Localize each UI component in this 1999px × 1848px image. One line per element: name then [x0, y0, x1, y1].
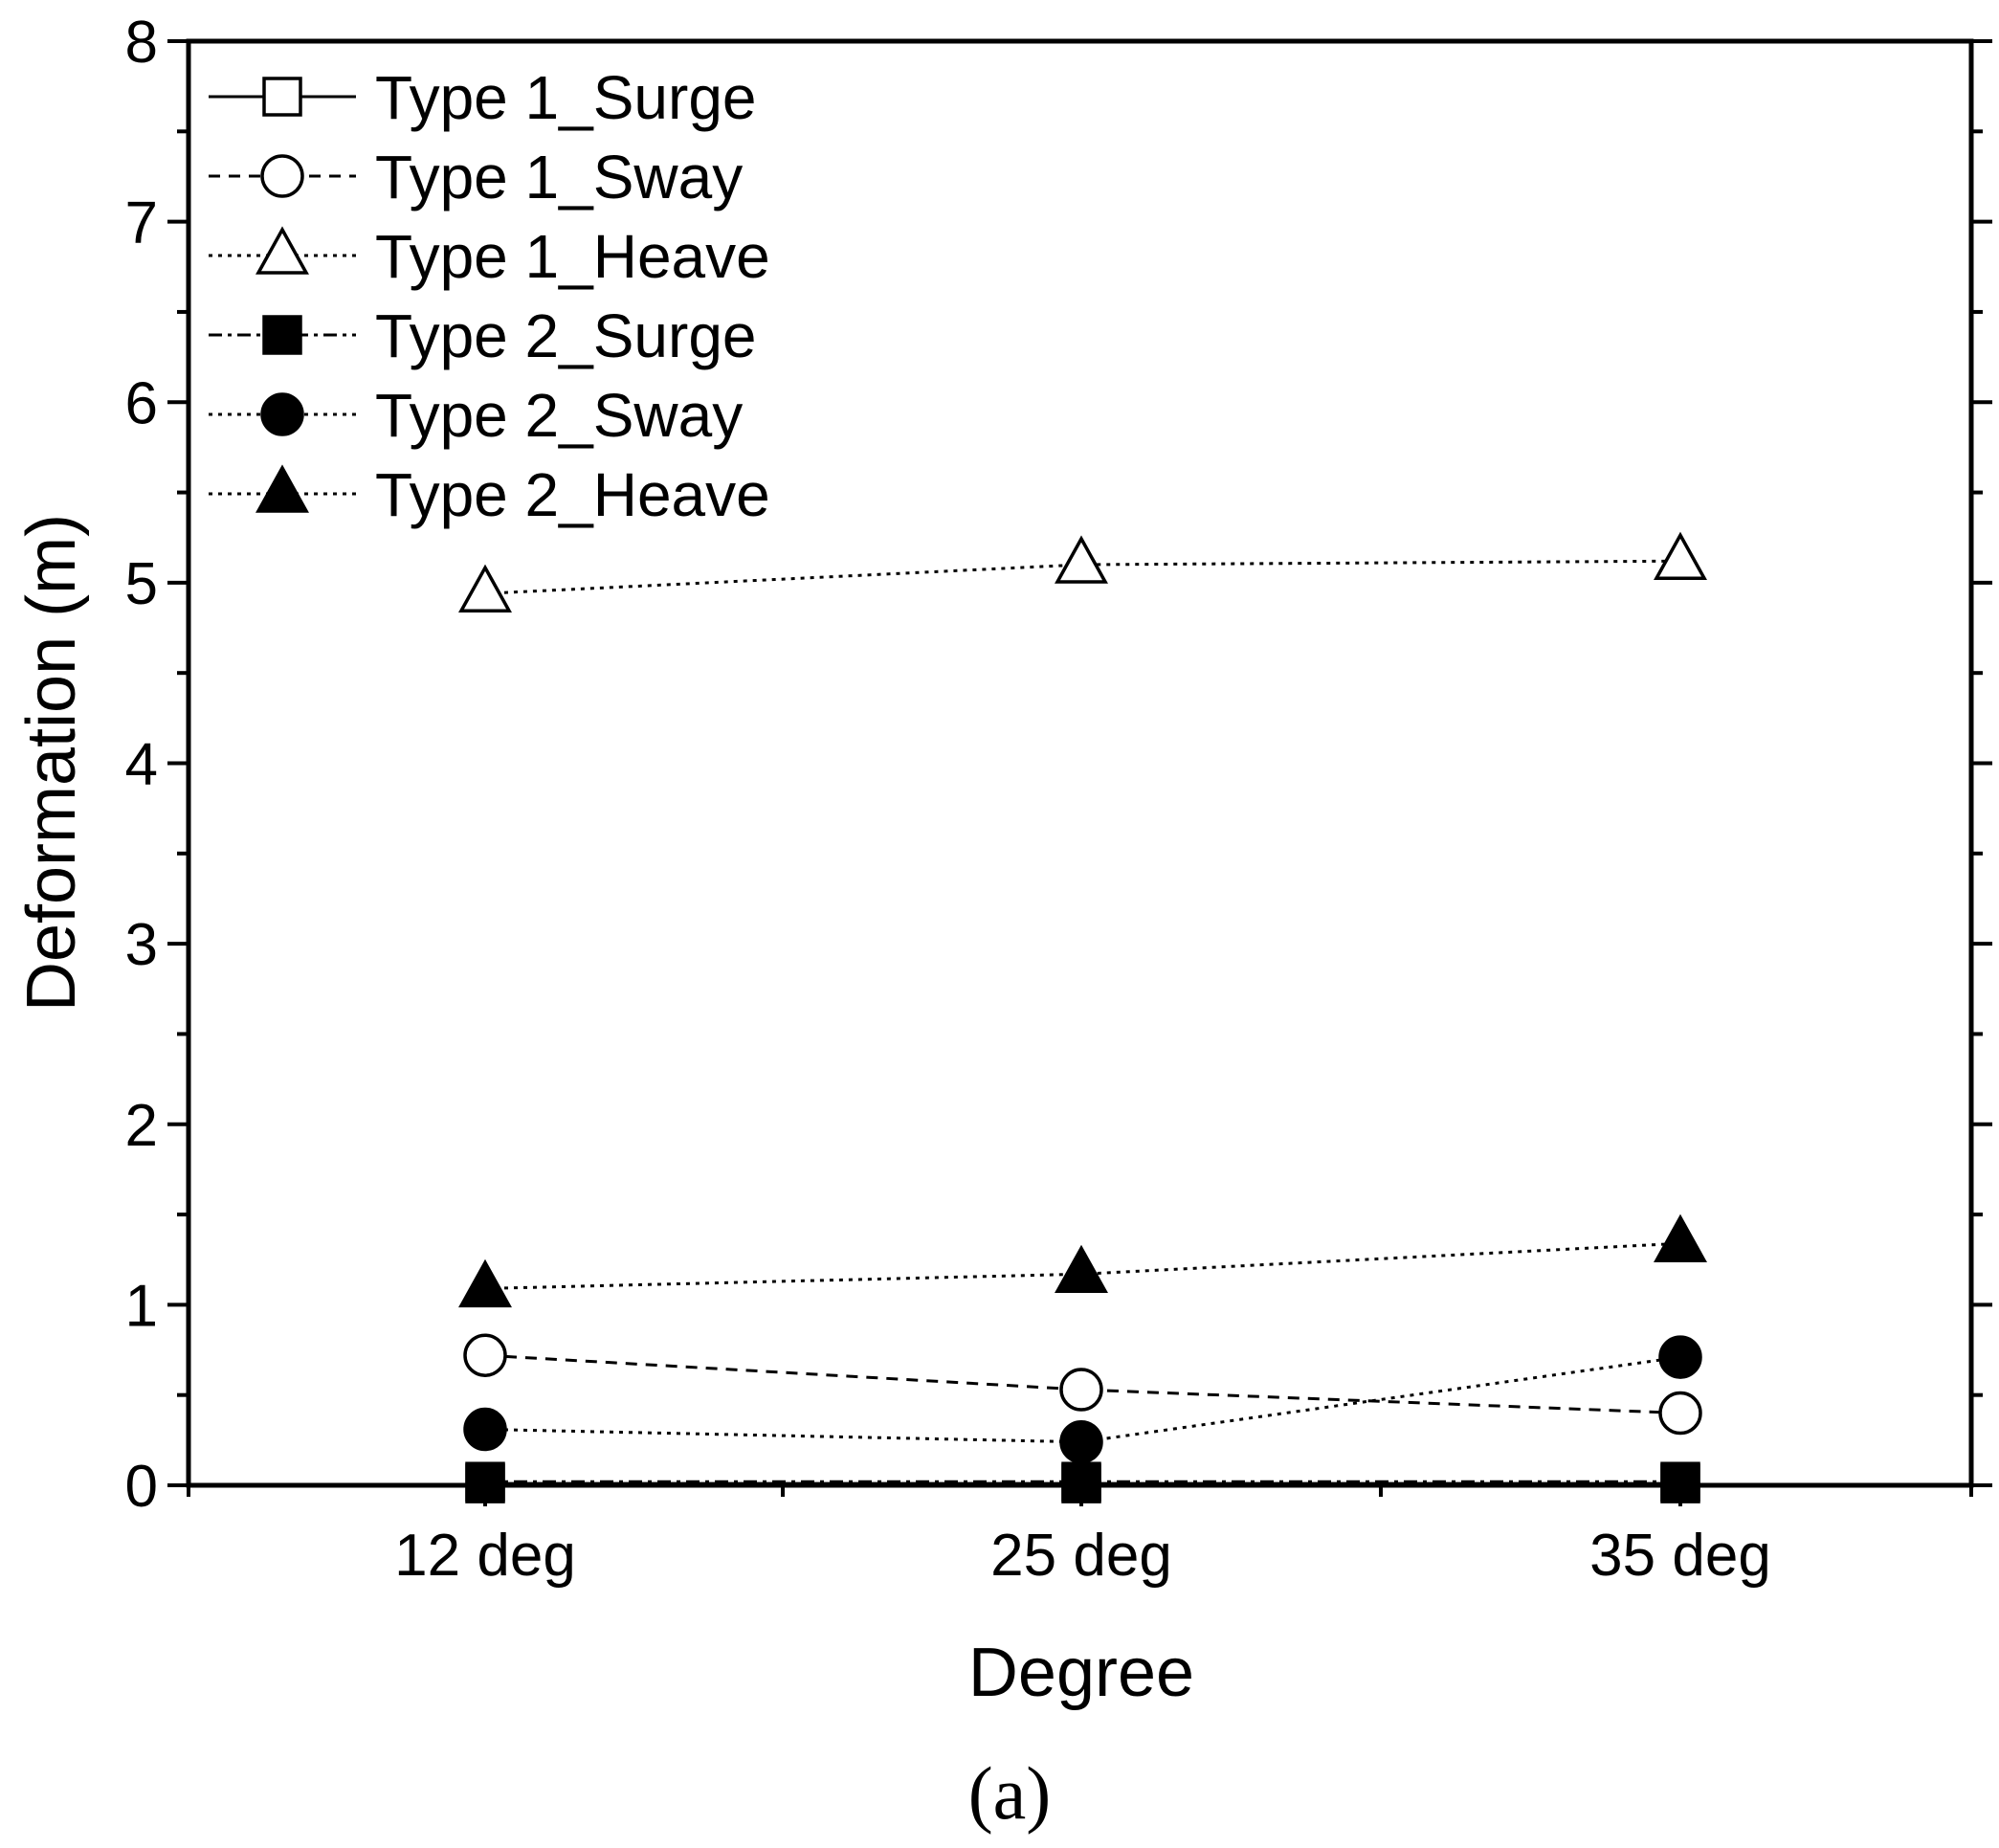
y-tick-label: 5: [125, 551, 158, 617]
x-tick-label: 35 deg: [1589, 1523, 1771, 1589]
series-type-1-heave: [458, 531, 1707, 612]
legend-item-type-1-heave: Type 1_Heave: [209, 222, 770, 291]
ticks-layer: [167, 39, 1992, 1506]
y-axis-title: Deformation (m): [13, 514, 90, 1012]
legend: Type 1_Surge Type 1_Sway Type 1_Heave Type …: [209, 63, 770, 529]
legend-marker: [260, 154, 304, 198]
series-type-2-heave: [458, 1213, 1707, 1308]
y-tick-label: 4: [125, 732, 158, 798]
legend-item-type-1-surge: Type 1_Surge: [209, 63, 757, 132]
series-type-1-sway: [463, 1333, 1702, 1436]
y-tick-label: 3: [125, 912, 158, 978]
y-tick-label: 2: [125, 1093, 158, 1159]
legend-marker: [262, 77, 302, 117]
tick-labels-layer: 0 1 2 3 4 5 6 7 8 12 deg 25 deg 35 deg: [125, 10, 1771, 1589]
legend-item-type-2-heave: Type 2_Heave: [209, 460, 770, 529]
y-tick-label: 1: [125, 1273, 158, 1339]
y-tick-label: 7: [125, 190, 158, 256]
legend-label: Type 1_Heave: [375, 222, 770, 291]
point-type-2-heave: [1654, 1213, 1707, 1262]
point-type-2-heave: [1055, 1244, 1108, 1294]
y-tick-label: 0: [125, 1454, 158, 1520]
legend-marker: [260, 392, 304, 436]
point-type-2-heave: [458, 1258, 512, 1308]
legend-label: Type 2_Sway: [375, 381, 743, 450]
legend-label: Type 1_Surge: [375, 63, 757, 132]
y-tick-label: 6: [125, 370, 158, 436]
x-tick-label: 25 deg: [990, 1523, 1172, 1589]
legend-label: Type 1_Sway: [375, 143, 743, 212]
legend-label: Type 2_Heave: [375, 460, 770, 529]
legend-item-type-2-sway: Type 2_Sway: [209, 381, 743, 450]
x-tick-label: 12 deg: [394, 1523, 576, 1589]
point-type-2-sway: [463, 1407, 507, 1452]
point-type-1-heave: [1654, 531, 1707, 580]
legend-item-type-1-sway: Type 1_Sway: [209, 143, 743, 212]
legend-marker: [262, 315, 302, 355]
series-type-2-surge: [465, 1461, 1700, 1502]
x-axis-title: Degree: [968, 1635, 1194, 1711]
legend-marker: [255, 226, 309, 275]
y-tick-label: 8: [125, 10, 158, 76]
point-type-1-heave: [458, 564, 512, 612]
point-type-1-sway: [1059, 1368, 1103, 1412]
legend-item-type-2-surge: Type 2_Surge: [209, 301, 757, 370]
series-type-2-sway: [463, 1335, 1702, 1464]
point-type-2-sway: [1658, 1335, 1702, 1379]
legend-marker: [255, 464, 309, 513]
point-type-1-sway: [463, 1333, 507, 1377]
point-type-2-sway: [1059, 1419, 1103, 1464]
point-type-1-sway: [1658, 1391, 1702, 1436]
panel-label: (a): [968, 1751, 1052, 1835]
point-type-1-heave: [1055, 535, 1108, 584]
legend-label: Type 2_Surge: [375, 301, 757, 370]
